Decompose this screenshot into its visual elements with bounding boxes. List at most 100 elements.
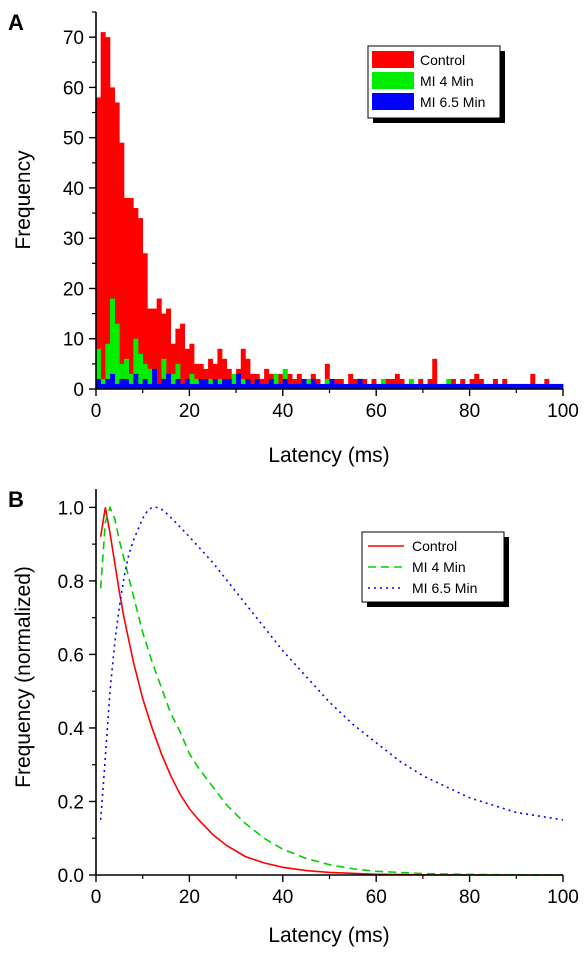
- bar-mi-6-5-min: [432, 383, 438, 389]
- bar-mi-6-5-min: [226, 378, 232, 389]
- bar-mi-6-5-min: [478, 383, 484, 389]
- bar-mi-4-min: [273, 373, 279, 389]
- bar-mi-6-5-min: [418, 383, 424, 389]
- bar-mi-6-5-min: [278, 383, 284, 389]
- bar-control: [474, 373, 480, 389]
- bar-mi-4-min: [119, 363, 125, 389]
- bar-mi-6-5-min: [203, 378, 209, 389]
- bar-control: [530, 373, 536, 389]
- bar-control: [147, 308, 153, 389]
- panel-label-b: B: [8, 487, 24, 512]
- bar-control: [119, 142, 125, 389]
- bar-mi-6-5-min: [455, 383, 461, 389]
- y-tick-label: 50: [63, 129, 84, 150]
- bar-mi-6-5-min: [222, 378, 228, 389]
- bar-control: [166, 308, 172, 389]
- y-tick-label: 0.4: [58, 719, 85, 740]
- axes-a: 0 20 40 60 80 100 0 10 20 30 40 50 60 70: [63, 11, 579, 422]
- bar-mi-6-5-min: [446, 383, 452, 389]
- bar-mi-6-5-min: [558, 383, 564, 389]
- bar-mi-6-5-min: [516, 383, 522, 389]
- bar-mi-6-5-min: [371, 383, 377, 389]
- ylabel-a: Frequency: [12, 150, 35, 250]
- y-tick-label: 0: [73, 380, 84, 401]
- y-tick-label: 0.8: [58, 572, 84, 593]
- bar-control: [432, 358, 438, 389]
- legend-label: MI 4 Min: [420, 73, 474, 89]
- bar-mi-6-5-min: [250, 383, 256, 389]
- bar-mi-6-5-min: [189, 383, 195, 389]
- bar-mi-4-min: [133, 338, 139, 389]
- bar-mi-4-min: [175, 363, 181, 389]
- bar-mi-4-min: [96, 348, 101, 389]
- legend-swatch: [372, 51, 414, 68]
- bar-mi-6-5-min: [441, 383, 447, 389]
- bar-mi-6-5-min: [133, 373, 139, 389]
- x-tick-label: 40: [272, 887, 293, 908]
- bar-mi-6-5-min: [236, 373, 242, 389]
- bar-mi-6-5-min: [184, 378, 190, 389]
- bar-mi-6-5-min: [530, 383, 536, 389]
- bar-mi-6-5-min: [114, 383, 120, 389]
- axes-b: 0 20 40 60 80 100 0.0 0.2 0.4 0.6 0.8 1.0: [58, 489, 579, 908]
- bar-control: [222, 358, 228, 389]
- bar-mi-4-min: [128, 373, 134, 389]
- bar-mi-6-5-min: [464, 383, 470, 389]
- bar-mi-6-5-min: [506, 383, 512, 389]
- bar-mi-6-5-min: [161, 378, 167, 389]
- bar-mi-6-5-min: [534, 383, 540, 389]
- bar-mi-4-min: [124, 358, 129, 389]
- lines-group-b: [99, 505, 564, 876]
- xlabel-b: Latency (ms): [268, 924, 389, 947]
- bar-control: [128, 197, 134, 389]
- bar-mi-6-5-min: [273, 383, 279, 389]
- bar-mi-6-5-min: [306, 383, 312, 389]
- bar-mi-6-5-min: [357, 378, 363, 389]
- bar-control: [264, 368, 270, 389]
- line-panel-b: B Frequency (normalized) Latency (ms) 0 2…: [8, 487, 579, 947]
- bar-control: [184, 348, 190, 389]
- bar-mi-6-5-min: [520, 383, 526, 389]
- x-tick-label: 20: [179, 887, 200, 908]
- bar-mi-6-5-min: [348, 383, 354, 389]
- bar-mi-6-5-min: [380, 383, 386, 389]
- bar-control: [180, 323, 186, 389]
- bar-mi-6-5-min: [142, 378, 148, 389]
- bar-control: [170, 343, 176, 389]
- bar-mi-6-5-min: [170, 383, 176, 389]
- bar-mi-6-5-min: [469, 383, 475, 389]
- bar-mi-4-min: [170, 373, 176, 389]
- bar-control: [217, 348, 223, 389]
- x-tick-label: 100: [547, 887, 579, 908]
- y-tick-label: 0.6: [58, 645, 84, 666]
- bar-control: [142, 253, 148, 389]
- bar-control: [278, 373, 284, 389]
- bar-mi-6-5-min: [105, 378, 111, 389]
- bar-mi-6-5-min: [180, 383, 186, 389]
- bar-mi-6-5-min: [292, 383, 298, 389]
- x-tick-label: 60: [366, 401, 387, 422]
- y-tick-label: 20: [63, 279, 84, 300]
- bar-mi-6-5-min: [525, 383, 531, 389]
- legend-b: Control MI 4 Min MI 6.5 Min: [361, 531, 509, 607]
- bar-mi-6-5-min: [436, 383, 442, 389]
- bar-control: [133, 208, 139, 389]
- bar-mi-6-5-min: [156, 383, 162, 389]
- bar-mi-6-5-min: [408, 383, 414, 389]
- legend-swatch: [372, 72, 414, 89]
- bar-mi-6-5-min: [138, 383, 143, 389]
- bar-mi-6-5-min: [259, 383, 265, 389]
- panel-label-a: A: [8, 10, 24, 35]
- bar-control: [189, 343, 195, 389]
- legend-a: Control MI 4 Min MI 6.5 Min: [367, 45, 505, 123]
- bar-mi-6-5-min: [212, 378, 218, 389]
- legend-label: MI 6.5 Min: [412, 580, 477, 596]
- bar-mi-4-min: [142, 363, 148, 389]
- bar-control: [105, 37, 111, 390]
- bar-mi-6-5-min: [124, 378, 129, 389]
- bar-control: [208, 358, 214, 389]
- bar-mi-6-5-min: [166, 373, 172, 389]
- ylabel-b: Frequency (normalized): [12, 566, 35, 788]
- bar-mi-6-5-min: [343, 383, 349, 389]
- bar-mi-6-5-min: [320, 383, 326, 389]
